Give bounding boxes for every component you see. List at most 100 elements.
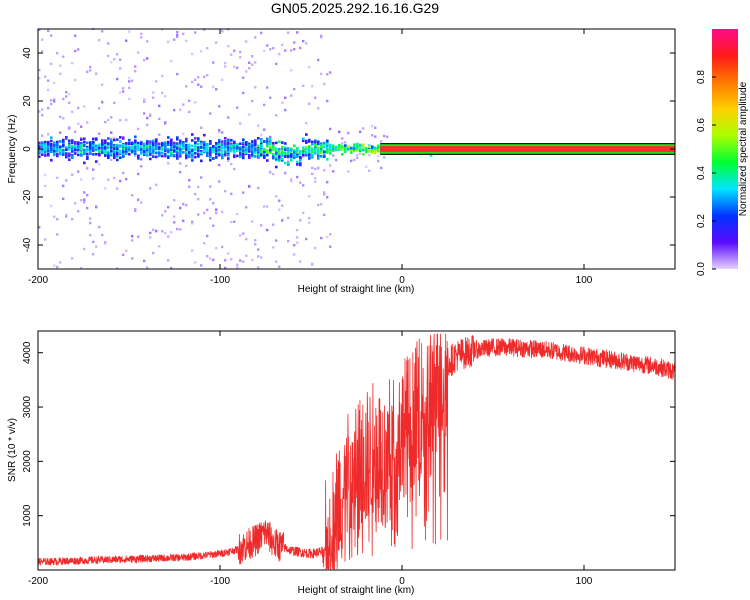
spectrogram-cell xyxy=(230,192,233,196)
spectrogram-cell xyxy=(218,143,221,146)
spectrogram-cell xyxy=(137,51,140,54)
spectrogram-cell xyxy=(263,103,266,107)
spectrogram-cell xyxy=(176,153,179,157)
spectrogram-cell xyxy=(50,102,53,106)
spectrogram-cell xyxy=(95,72,98,75)
spectrogram-cell xyxy=(317,167,320,170)
spectrogram-cell xyxy=(365,146,368,150)
spectrogram-cell xyxy=(272,152,275,156)
spectrogram-cell xyxy=(56,265,59,269)
spectrogram-cell xyxy=(155,183,158,187)
spectrogram-cell xyxy=(71,257,74,260)
spectrogram-cell xyxy=(173,153,176,157)
spectrogram-cell xyxy=(125,152,128,155)
spectrogram-cell xyxy=(254,239,257,242)
spectrogram-cell xyxy=(251,154,254,158)
spectrogram-cell xyxy=(269,145,272,149)
x-tick-label: 100 xyxy=(576,576,593,587)
spectrogram-cell xyxy=(53,147,56,151)
spectrogram-cell xyxy=(146,144,149,148)
spectrogram-cell xyxy=(185,85,188,88)
spectrogram-cell xyxy=(332,170,335,173)
spectrogram-cell xyxy=(191,151,194,155)
spectrogram-cell xyxy=(65,155,68,159)
spectrogram-cell xyxy=(200,151,203,155)
spectrogram-cell xyxy=(104,242,107,245)
spectrogram-cell xyxy=(242,260,245,263)
spectrogram-cell xyxy=(107,144,110,148)
spectrogram-cell xyxy=(341,147,344,151)
spectrogram-cell xyxy=(44,140,47,144)
spectrogram-cell xyxy=(221,245,224,249)
spectrogram-cell xyxy=(68,139,71,143)
spectrogram-cell xyxy=(257,255,260,258)
spectrogram-cell xyxy=(245,151,248,155)
spectrogram-cell xyxy=(299,155,302,159)
spectrogram-cell xyxy=(290,94,293,97)
spectrogram-cell xyxy=(338,130,341,134)
spectrogram-cell xyxy=(188,110,191,114)
spectrogram-cell xyxy=(314,139,317,142)
spectrogram-cell xyxy=(161,151,164,155)
spectrogram-cell xyxy=(212,61,215,64)
spectrogram-cell xyxy=(254,151,257,155)
spectrogram-cell xyxy=(218,150,221,154)
spectrogram-cell xyxy=(134,148,137,152)
spectrogram-cell xyxy=(107,147,110,150)
spectrogram-cell xyxy=(215,141,218,145)
spectrogram-cell xyxy=(284,152,287,156)
spectrogram-cell xyxy=(248,150,251,153)
spectrogram-cell xyxy=(272,155,275,159)
spectrogram-cell xyxy=(191,133,194,136)
spectrogram-cell xyxy=(266,142,269,145)
x-tick-label: 0 xyxy=(399,275,405,286)
spectrogram-cell xyxy=(212,157,215,160)
spectrogram-cell xyxy=(224,150,227,153)
spectrogram-cell xyxy=(305,121,308,125)
spectrogram-cell xyxy=(98,39,101,42)
spectrogram-cell xyxy=(59,72,62,76)
spectrogram-cell xyxy=(311,150,314,153)
spectrogram-cell xyxy=(179,228,182,231)
spectrogram-cell xyxy=(68,144,71,147)
spectrogram-cell xyxy=(260,133,263,137)
spectrogram-cell xyxy=(329,144,332,147)
spectrogram-cell xyxy=(83,105,86,108)
spectrogram-cell xyxy=(86,121,89,124)
spectrogram-cell xyxy=(218,138,221,142)
spectrogram-cell xyxy=(230,220,233,224)
spectrogram-cell xyxy=(122,155,125,158)
snr-y-ticks: 1000 2000 3000 4000 xyxy=(22,341,675,527)
spectrogram-cell xyxy=(233,50,236,53)
spectrogram-cell xyxy=(260,224,263,227)
spectrogram-cell xyxy=(200,142,203,145)
snr-series-line xyxy=(37,333,676,570)
spectrogram-cell xyxy=(143,259,146,263)
spectrogram-cell xyxy=(371,134,374,137)
spectrogram-cell xyxy=(221,149,224,152)
spectrogram-cell xyxy=(113,156,116,160)
spectrogram-cell xyxy=(74,152,77,155)
spectrogram-cell xyxy=(218,146,221,150)
spectrogram-cell xyxy=(62,151,65,155)
spectrogram-cell xyxy=(200,126,203,130)
spectrogram-cell xyxy=(170,154,173,157)
spectrogram-cell xyxy=(56,143,59,147)
spectrogram-cell xyxy=(299,152,302,156)
spectrogram-cell xyxy=(236,154,239,158)
spectrogram-cell xyxy=(122,137,125,140)
spectrogram-cell xyxy=(218,130,221,134)
spectrogram-cell xyxy=(104,154,107,157)
spectrogram-cell xyxy=(323,154,326,157)
spectrogram-cell xyxy=(191,148,194,152)
spectrogram-cell xyxy=(134,70,137,73)
spectrogram-cell xyxy=(215,152,218,156)
spectrogram-cell xyxy=(110,61,113,64)
spectrogram-cell xyxy=(122,90,125,93)
spectrogram-cell xyxy=(143,152,146,155)
spectrogram-cell xyxy=(137,198,140,202)
spectrogram-cell xyxy=(278,157,281,161)
spectrogram-cell xyxy=(221,210,224,214)
spectrogram-cell xyxy=(299,260,302,263)
spectrogram-cell xyxy=(125,39,128,42)
